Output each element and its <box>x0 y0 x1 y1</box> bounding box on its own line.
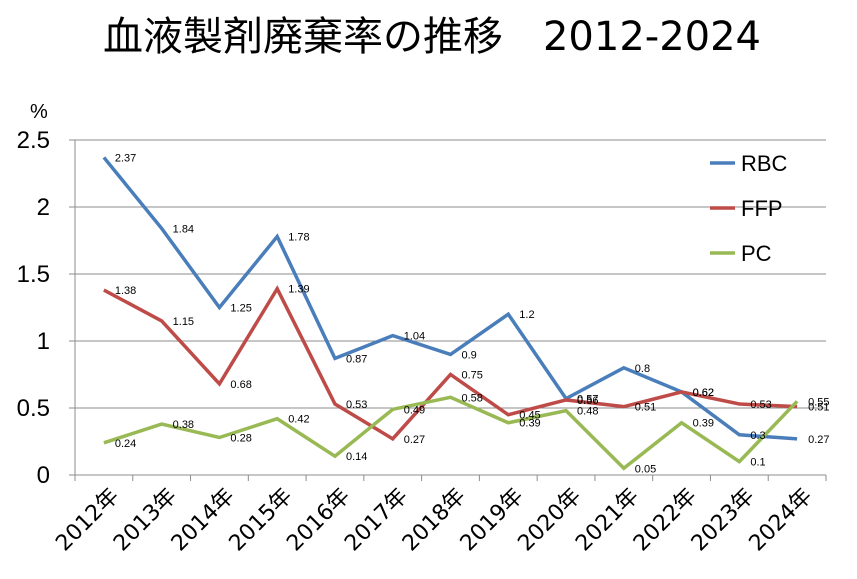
y-tick-label: 1 <box>37 328 50 355</box>
series-line-ffp <box>103 285 798 442</box>
data-label-rbc: 2.37 <box>115 152 136 164</box>
y-tick-label: 2 <box>37 194 50 221</box>
data-label-pc: 0.14 <box>346 451 367 463</box>
data-label-pc: 0.38 <box>173 419 194 431</box>
data-label-rbc: 0.87 <box>346 353 367 365</box>
data-label-pc: 0.42 <box>288 414 309 426</box>
data-label-rbc: 1.78 <box>288 231 309 243</box>
data-label-ffp: 0.53 <box>750 399 771 411</box>
data-label-ffp: 1.39 <box>288 284 309 296</box>
y-tick-labels: 0 0.5 1 1.5 2 2.5 <box>17 127 50 489</box>
axes <box>69 139 827 481</box>
data-label-rbc: 1.2 <box>519 309 534 321</box>
x-tick-label: 2018年 <box>398 484 471 557</box>
data-label-pc: 0.48 <box>577 406 598 418</box>
x-tick-label: 2014年 <box>167 484 240 557</box>
x-tick-label: 2024年 <box>745 484 818 557</box>
data-label-pc: 0.1 <box>750 457 765 469</box>
data-label-ffp: 1.15 <box>173 316 194 328</box>
data-label-rbc: 0.3 <box>750 430 765 442</box>
x-tick-label: 2013年 <box>109 484 182 557</box>
y-tick-label: 1.5 <box>17 261 50 288</box>
data-label-pc: 0.39 <box>693 418 714 430</box>
legend-label-rbc: RBC <box>741 151 788 176</box>
data-label-pc: 0.55 <box>808 396 829 408</box>
data-label-ffp: 0.27 <box>404 434 425 446</box>
data-label-pc: 0.24 <box>115 438 136 450</box>
data-label-ffp: 1.38 <box>115 285 136 297</box>
y-axis-unit: % <box>30 101 48 123</box>
x-tick-label: 2023年 <box>687 484 760 557</box>
x-tick-label: 2015年 <box>225 484 298 557</box>
data-label-pc: 0.05 <box>635 463 656 475</box>
data-label-pc: 0.49 <box>404 404 425 416</box>
data-label-ffp: 0.51 <box>808 402 829 414</box>
data-label-pc: 0.58 <box>462 392 483 404</box>
x-tick-label: 2017年 <box>340 484 413 557</box>
series-lines <box>102 156 799 471</box>
data-label-rbc: 0.57 <box>577 394 598 406</box>
data-label-ffp: 0.56 <box>577 395 598 407</box>
data-label-ffp: 0.51 <box>635 402 656 414</box>
chart-title: 血液製剤廃棄率の推移 2012-2024 <box>103 14 761 60</box>
data-label-ffp: 0.68 <box>230 379 251 391</box>
x-tick-label: 2016年 <box>282 484 355 557</box>
data-label-rbc: 0.8 <box>635 363 650 375</box>
data-label-rbc: 0.62 <box>693 387 714 399</box>
legend-label-ffp: FFP <box>741 196 783 221</box>
data-label-ffp: 0.75 <box>462 370 483 382</box>
x-tick-labels: 2012年2013年2014年2015年2016年2017年2018年2019年… <box>51 484 817 557</box>
y-tick-label: 2.5 <box>17 127 50 154</box>
data-label-rbc: 1.04 <box>404 331 425 343</box>
legend-label-pc: PC <box>741 241 772 266</box>
x-tick-label: 2019年 <box>456 484 529 557</box>
data-label-rbc: 1.25 <box>230 303 251 315</box>
data-label-rbc: 0.27 <box>808 434 829 446</box>
data-label-rbc: 0.9 <box>462 349 477 361</box>
y-tick-label: 0.5 <box>17 395 50 422</box>
data-labels: 2.37 1.84 1.25 1.78 0.87 1.04 0.9 1.2 0.57 0.8 0.6… <box>115 152 830 475</box>
data-label-rbc: 1.84 <box>173 223 194 235</box>
x-tick-label: 2012年 <box>51 484 124 557</box>
y-tick-label: 0 <box>37 462 50 489</box>
data-label-ffp: 0.53 <box>346 399 367 411</box>
data-label-pc: 0.28 <box>230 432 251 444</box>
legend: RBC FFP PC <box>710 151 788 266</box>
data-label-ffp: 0.62 <box>693 387 714 399</box>
x-tick-label: 2020年 <box>513 484 586 557</box>
data-label-ffp: 0.45 <box>519 410 540 422</box>
x-tick-label: 2021年 <box>571 484 644 557</box>
gridlines <box>75 139 826 409</box>
x-tick-label: 2022年 <box>629 484 702 557</box>
data-label-pc: 0.39 <box>519 418 540 430</box>
